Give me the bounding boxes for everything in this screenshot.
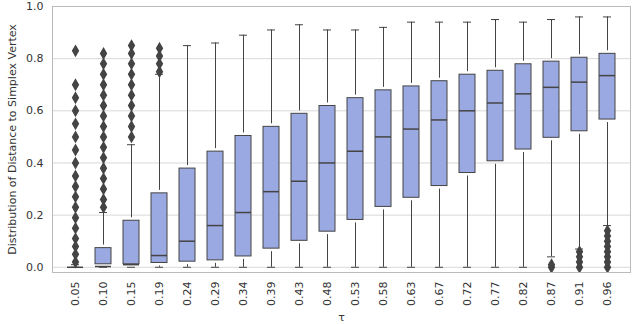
svg-text:0.6: 0.6 <box>26 104 44 117</box>
svg-text:0.24: 0.24 <box>181 282 194 307</box>
svg-text:0.43: 0.43 <box>293 282 306 307</box>
svg-text:0.48: 0.48 <box>321 282 334 307</box>
svg-text:0.05: 0.05 <box>69 282 82 307</box>
svg-text:0.82: 0.82 <box>517 282 530 307</box>
svg-text:0.19: 0.19 <box>153 282 166 307</box>
svg-text:0.0: 0.0 <box>26 261 44 274</box>
svg-text:0.4: 0.4 <box>26 156 44 169</box>
svg-text:0.96: 0.96 <box>601 282 614 307</box>
svg-text:0.77: 0.77 <box>489 282 502 307</box>
svg-text:1.0: 1.0 <box>26 0 44 13</box>
svg-text:0.72: 0.72 <box>461 282 474 307</box>
svg-text:0.15: 0.15 <box>125 282 138 307</box>
svg-text:0.10: 0.10 <box>97 282 110 307</box>
svg-text:0.39: 0.39 <box>265 282 278 307</box>
svg-text:0.63: 0.63 <box>405 282 418 307</box>
svg-text:0.67: 0.67 <box>433 282 446 307</box>
svg-text:0.8: 0.8 <box>26 52 44 65</box>
svg-text:0.2: 0.2 <box>26 209 44 222</box>
svg-text:Distribution of Distance to Si: Distribution of Distance to Simplex Vert… <box>6 24 19 255</box>
svg-text:0.34: 0.34 <box>237 282 250 307</box>
svg-text:0.58: 0.58 <box>377 282 390 307</box>
svg-text:0.29: 0.29 <box>209 282 222 307</box>
svg-text:0.91: 0.91 <box>573 282 586 307</box>
svg-text:0.53: 0.53 <box>349 282 362 307</box>
svg-text:τ: τ <box>338 311 345 324</box>
svg-text:0.87: 0.87 <box>545 282 558 307</box>
